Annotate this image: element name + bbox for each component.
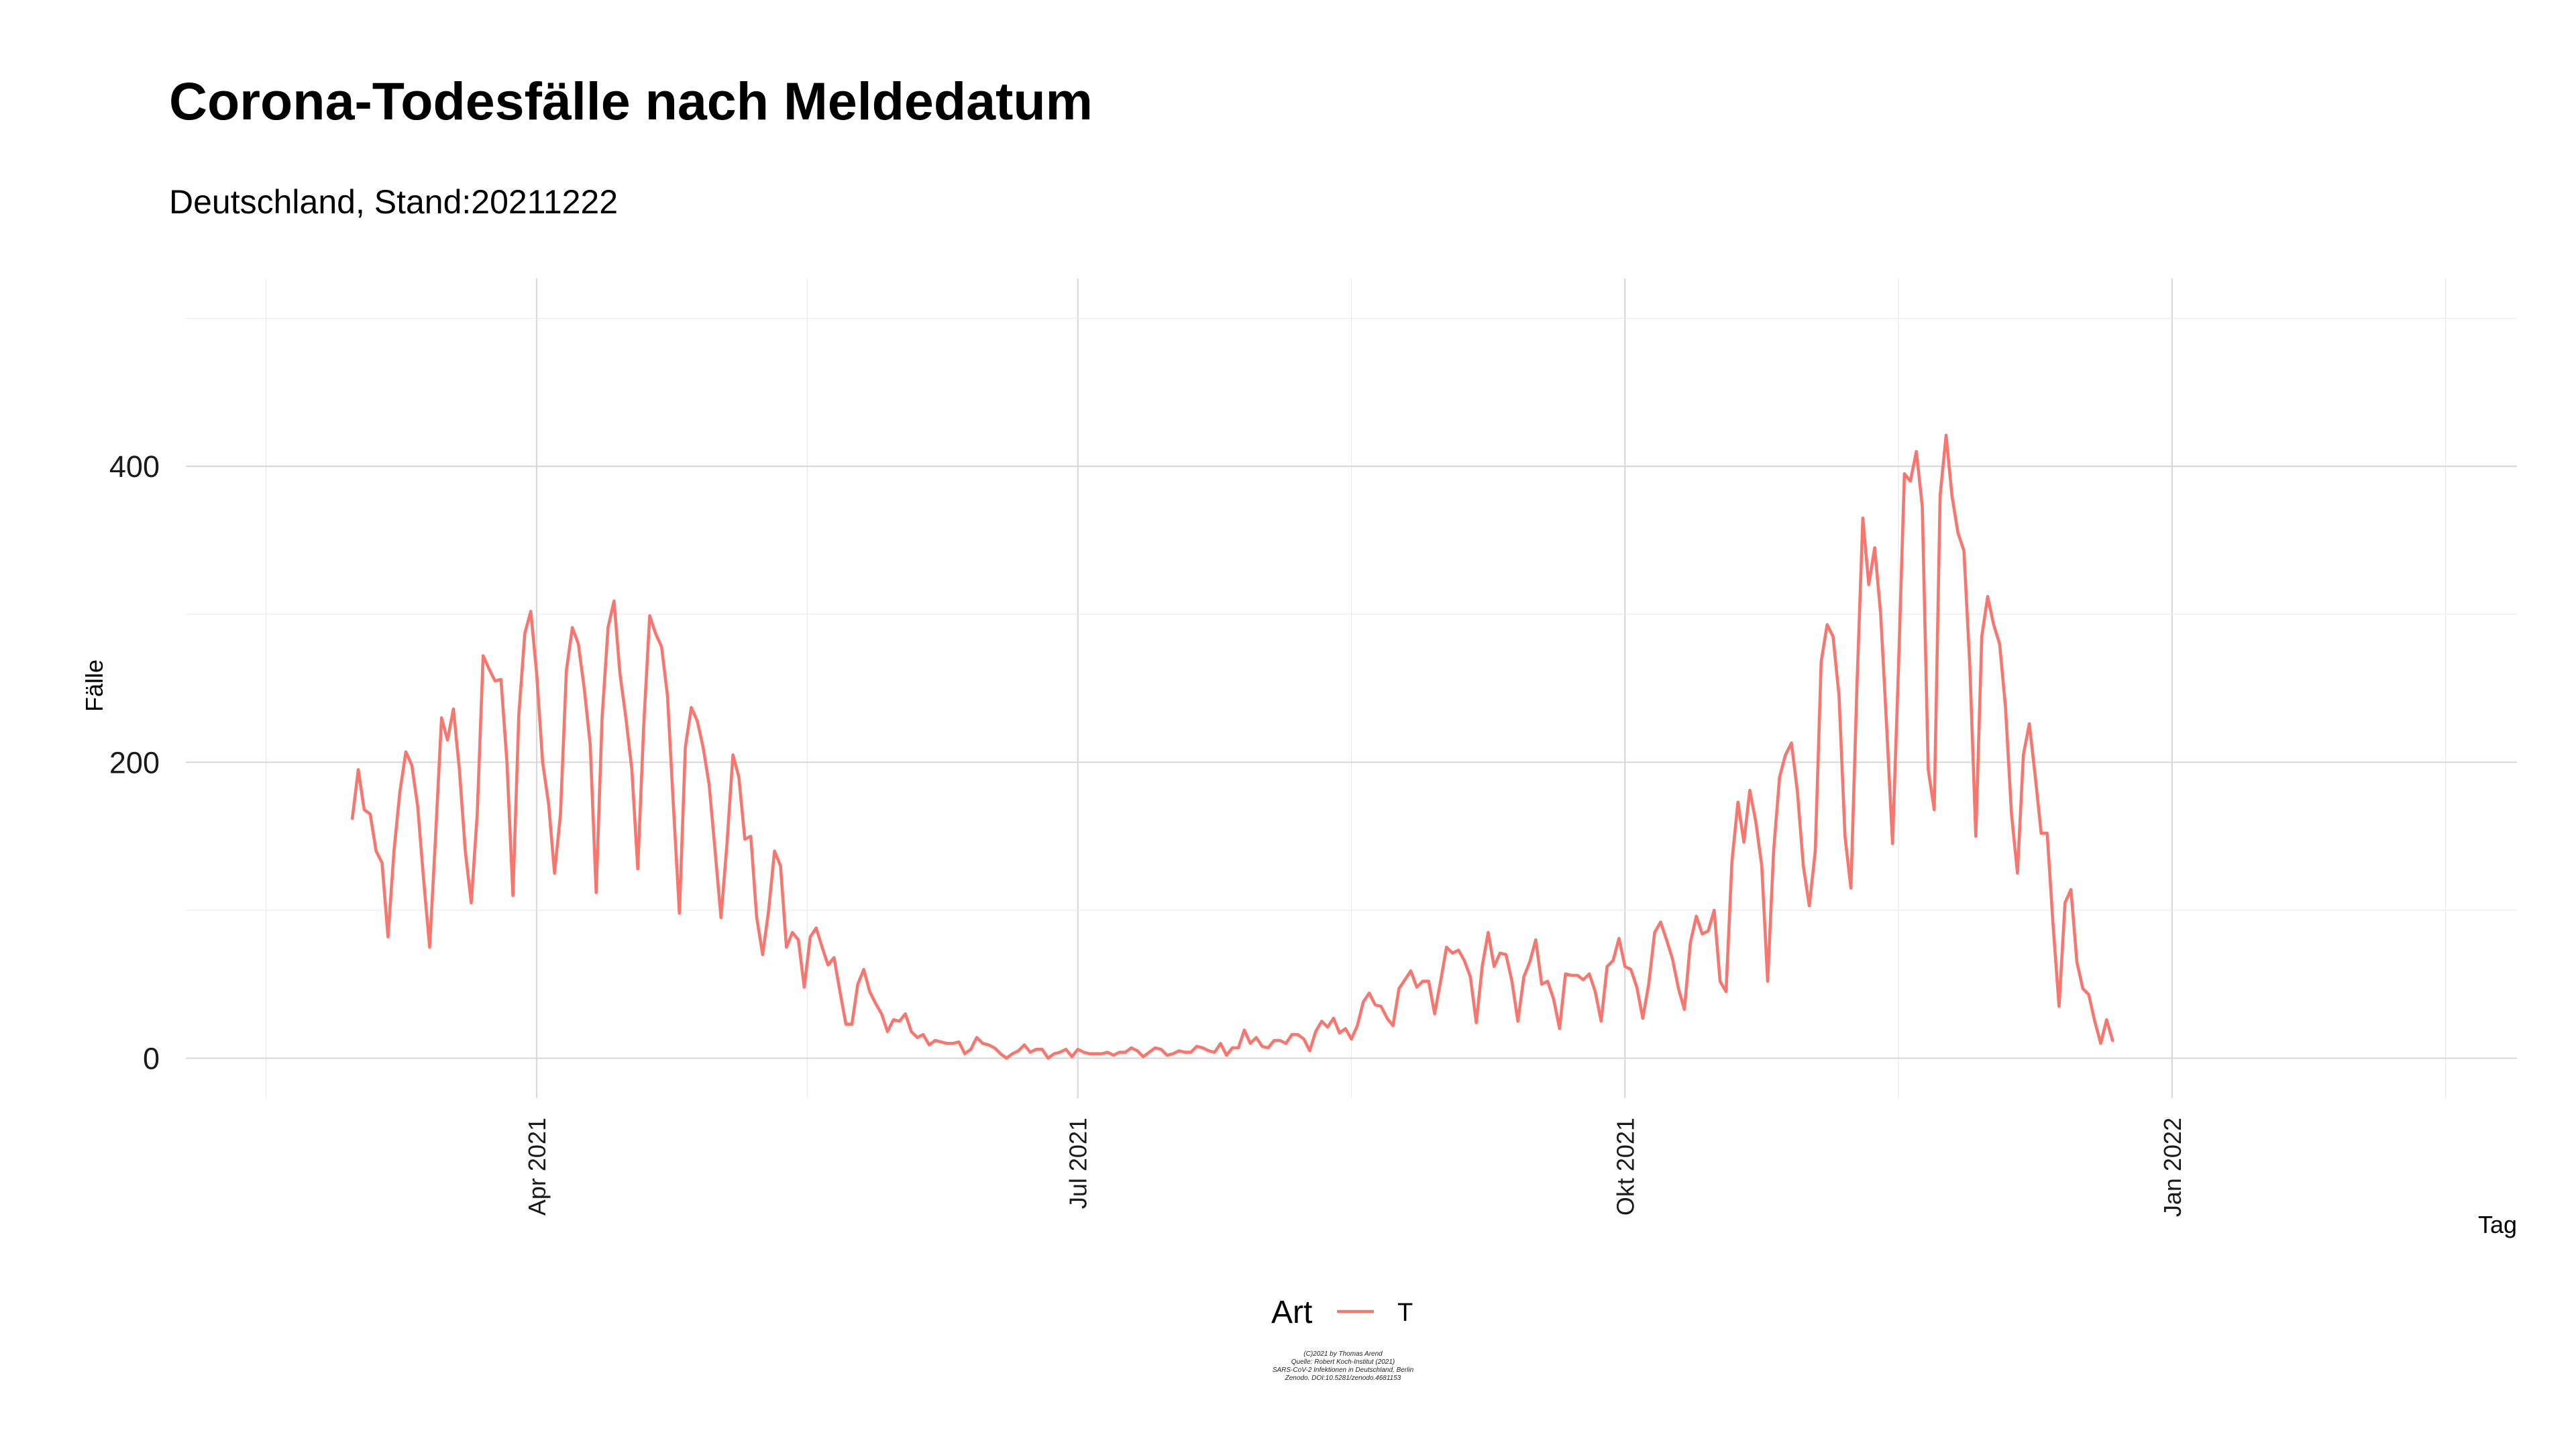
grid-minor-x bbox=[266, 278, 2447, 1098]
caption: (C)2021 by Thomas Arend Quelle: Robert K… bbox=[1273, 1350, 1414, 1382]
caption-line: Quelle: Robert Koch-Institut (2021) bbox=[1291, 1358, 1395, 1366]
chart-subtitle: Deutschland, Stand:20211222 bbox=[169, 183, 618, 221]
y-tick-label: 200 bbox=[109, 745, 160, 780]
x-tick-label: Okt 2021 bbox=[1611, 1118, 1639, 1216]
x-axis-ticks: Apr 2021 Jul 2021 Okt 2021 Jan 2022 bbox=[523, 1118, 2186, 1217]
legend-title: Art bbox=[1271, 1295, 1312, 1330]
grid-minor-y bbox=[186, 317, 2517, 911]
series-line-t bbox=[350, 433, 2114, 1060]
y-axis-ticks: 0 200 400 bbox=[109, 449, 160, 1075]
y-tick-label: 0 bbox=[143, 1041, 160, 1075]
caption-line: SARS-CoV-2 Infektionen in Deutschland, B… bbox=[1273, 1366, 1414, 1374]
legend: Art T bbox=[1271, 1295, 1413, 1330]
legend-entry-label: T bbox=[1397, 1299, 1413, 1327]
x-tick-label: Jul 2021 bbox=[1065, 1118, 1092, 1209]
grid-major-y bbox=[186, 466, 2517, 1059]
caption-line: (C)2021 by Thomas Arend bbox=[1303, 1350, 1383, 1358]
caption-line: Zenodo. DOI:10.5281/zenodo.4681153 bbox=[1285, 1375, 1401, 1382]
x-axis-label: Tag bbox=[2478, 1211, 2517, 1238]
y-tick-label: 400 bbox=[109, 449, 160, 484]
x-tick-label: Jan 2022 bbox=[2159, 1118, 2186, 1217]
x-tick-label: Apr 2021 bbox=[523, 1118, 551, 1216]
y-axis-label: Fälle bbox=[80, 659, 108, 712]
chart-title: Corona-Todesfälle nach Meldedatum bbox=[169, 71, 1093, 131]
